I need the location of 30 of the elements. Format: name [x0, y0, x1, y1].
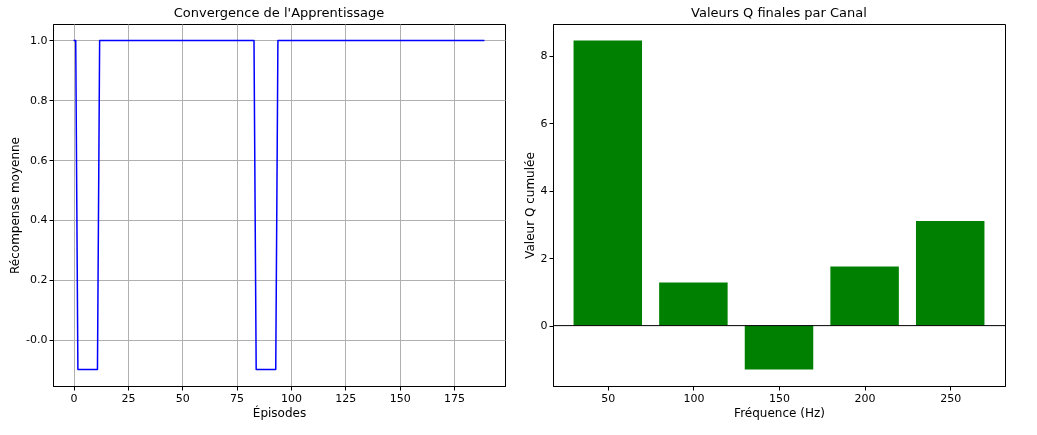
y-axis-title: Récompense moyenne	[8, 137, 23, 274]
y-tick-label: -0.0	[26, 333, 48, 347]
x-tick-label: 150	[769, 391, 790, 405]
y-axis-title: Valeur Q cumulée	[522, 152, 537, 259]
y-tick-label: 0.8	[30, 93, 48, 107]
x-tick-label: 75	[230, 391, 245, 405]
chart-title: Convergence de l'Apprentissage	[173, 5, 385, 20]
chart-title: Valeurs Q finales par Canal	[691, 5, 867, 20]
x-tick-label: 100	[683, 391, 705, 405]
y-tick-label: 4	[540, 184, 548, 198]
x-tick-label: 200	[854, 391, 876, 405]
x-tick-label: 250	[940, 391, 962, 405]
y-tick-label: 6	[540, 116, 548, 130]
y-tick-label: 0.6	[30, 153, 48, 167]
x-tick-label: 50	[175, 391, 190, 405]
y-tick-label: 2	[540, 251, 548, 265]
x-axis-title: Épisodes	[252, 404, 307, 420]
x-tick-label: 125	[335, 391, 357, 405]
x-tick-label: 25	[121, 391, 136, 405]
x-tick-label: 50	[601, 391, 616, 405]
y-tick-label: 0.4	[30, 213, 48, 227]
y-tick-label: 0.2	[30, 273, 48, 287]
x-tick-label: 0	[70, 391, 78, 405]
y-tick-label: 0	[540, 319, 548, 333]
x-axis-title: Fréquence (Hz)	[734, 405, 825, 420]
y-tick-label: 8	[540, 49, 548, 63]
x-tick-label: 100	[280, 391, 302, 405]
x-tick-label: 150	[389, 391, 411, 405]
x-tick-label: 175	[444, 391, 466, 405]
y-tick-label: 1.0	[30, 33, 48, 47]
